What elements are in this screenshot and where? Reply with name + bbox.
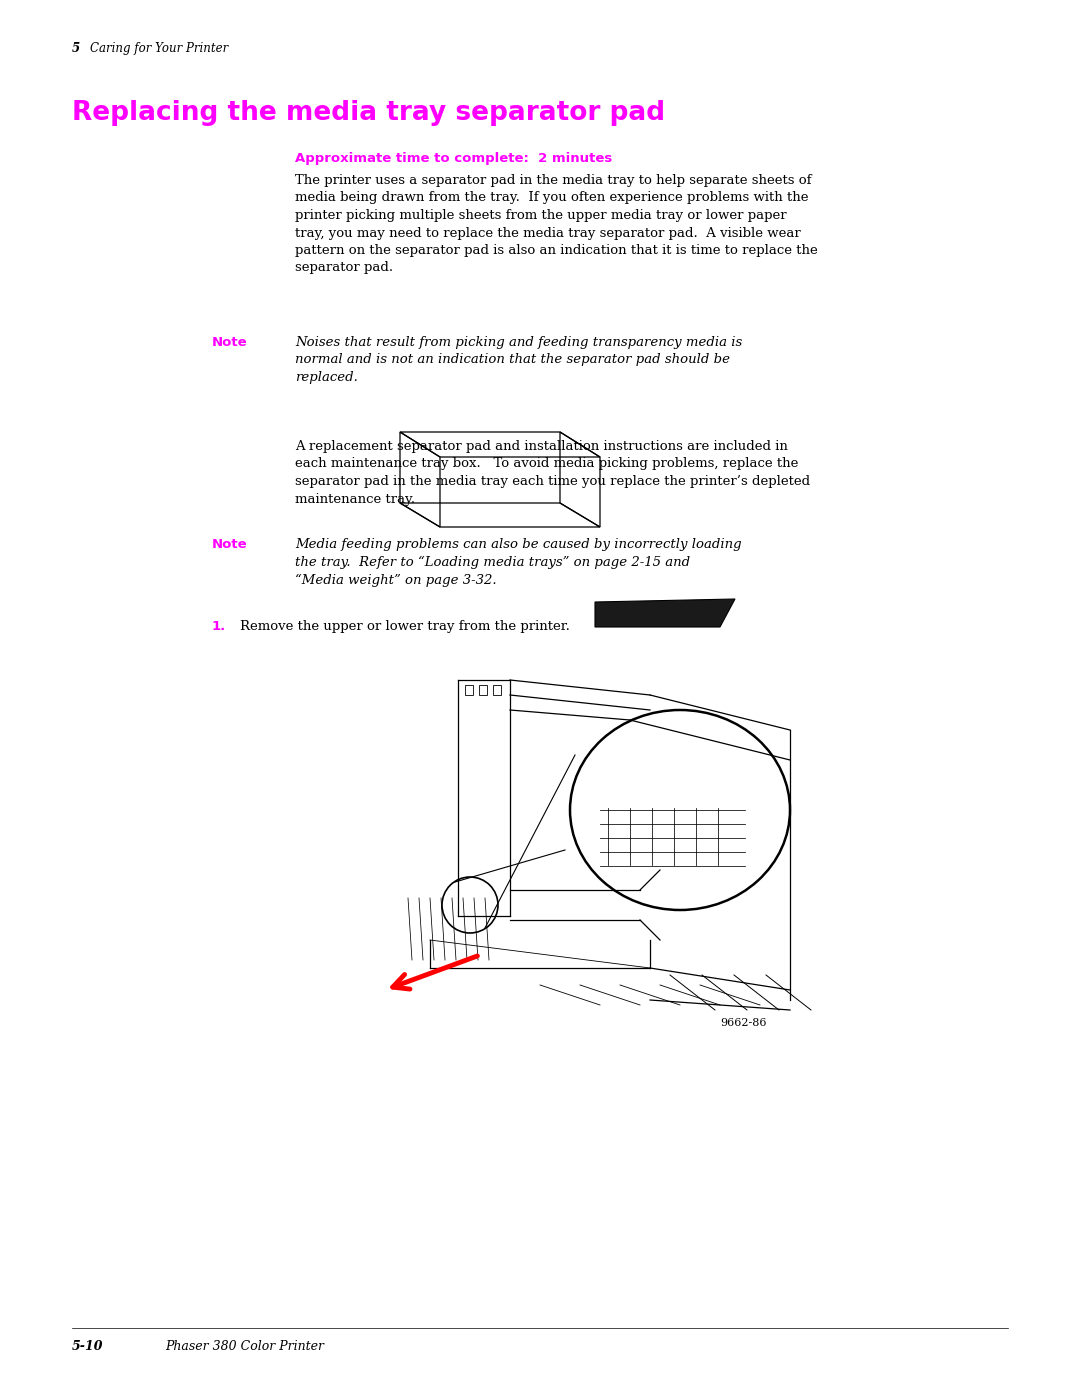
Text: 5: 5 [72,42,80,54]
Bar [465,685,473,694]
Text: Noises that result from picking and feeding transparency media is
normal and is : Noises that result from picking and feed… [295,337,742,384]
Text: Caring for Your Printer: Caring for Your Printer [90,42,228,54]
Polygon shape [595,599,735,627]
Text: Remove the upper or lower tray from the printer.: Remove the upper or lower tray from the … [240,620,570,633]
Bar [480,685,487,694]
Text: Approximate time to complete:  2 minutes: Approximate time to complete: 2 minutes [295,152,612,165]
Text: Media feeding problems can also be caused by incorrectly loading
the tray.  Refe: Media feeding problems can also be cause… [295,538,742,587]
Text: 9662-86: 9662-86 [720,1018,767,1028]
Text: Note: Note [212,337,247,349]
Text: 1.: 1. [212,620,226,633]
Bar [492,685,501,694]
Text: A replacement separator pad and installation instructions are included in
each m: A replacement separator pad and installa… [295,440,810,506]
Text: 5-10: 5-10 [72,1340,104,1354]
Text: Phaser 380 Color Printer: Phaser 380 Color Printer [165,1340,324,1354]
Text: The printer uses a separator pad in the media tray to help separate sheets of
me: The printer uses a separator pad in the … [295,175,818,274]
Text: Replacing the media tray separator pad: Replacing the media tray separator pad [72,101,665,126]
Text: Note: Note [212,538,247,550]
